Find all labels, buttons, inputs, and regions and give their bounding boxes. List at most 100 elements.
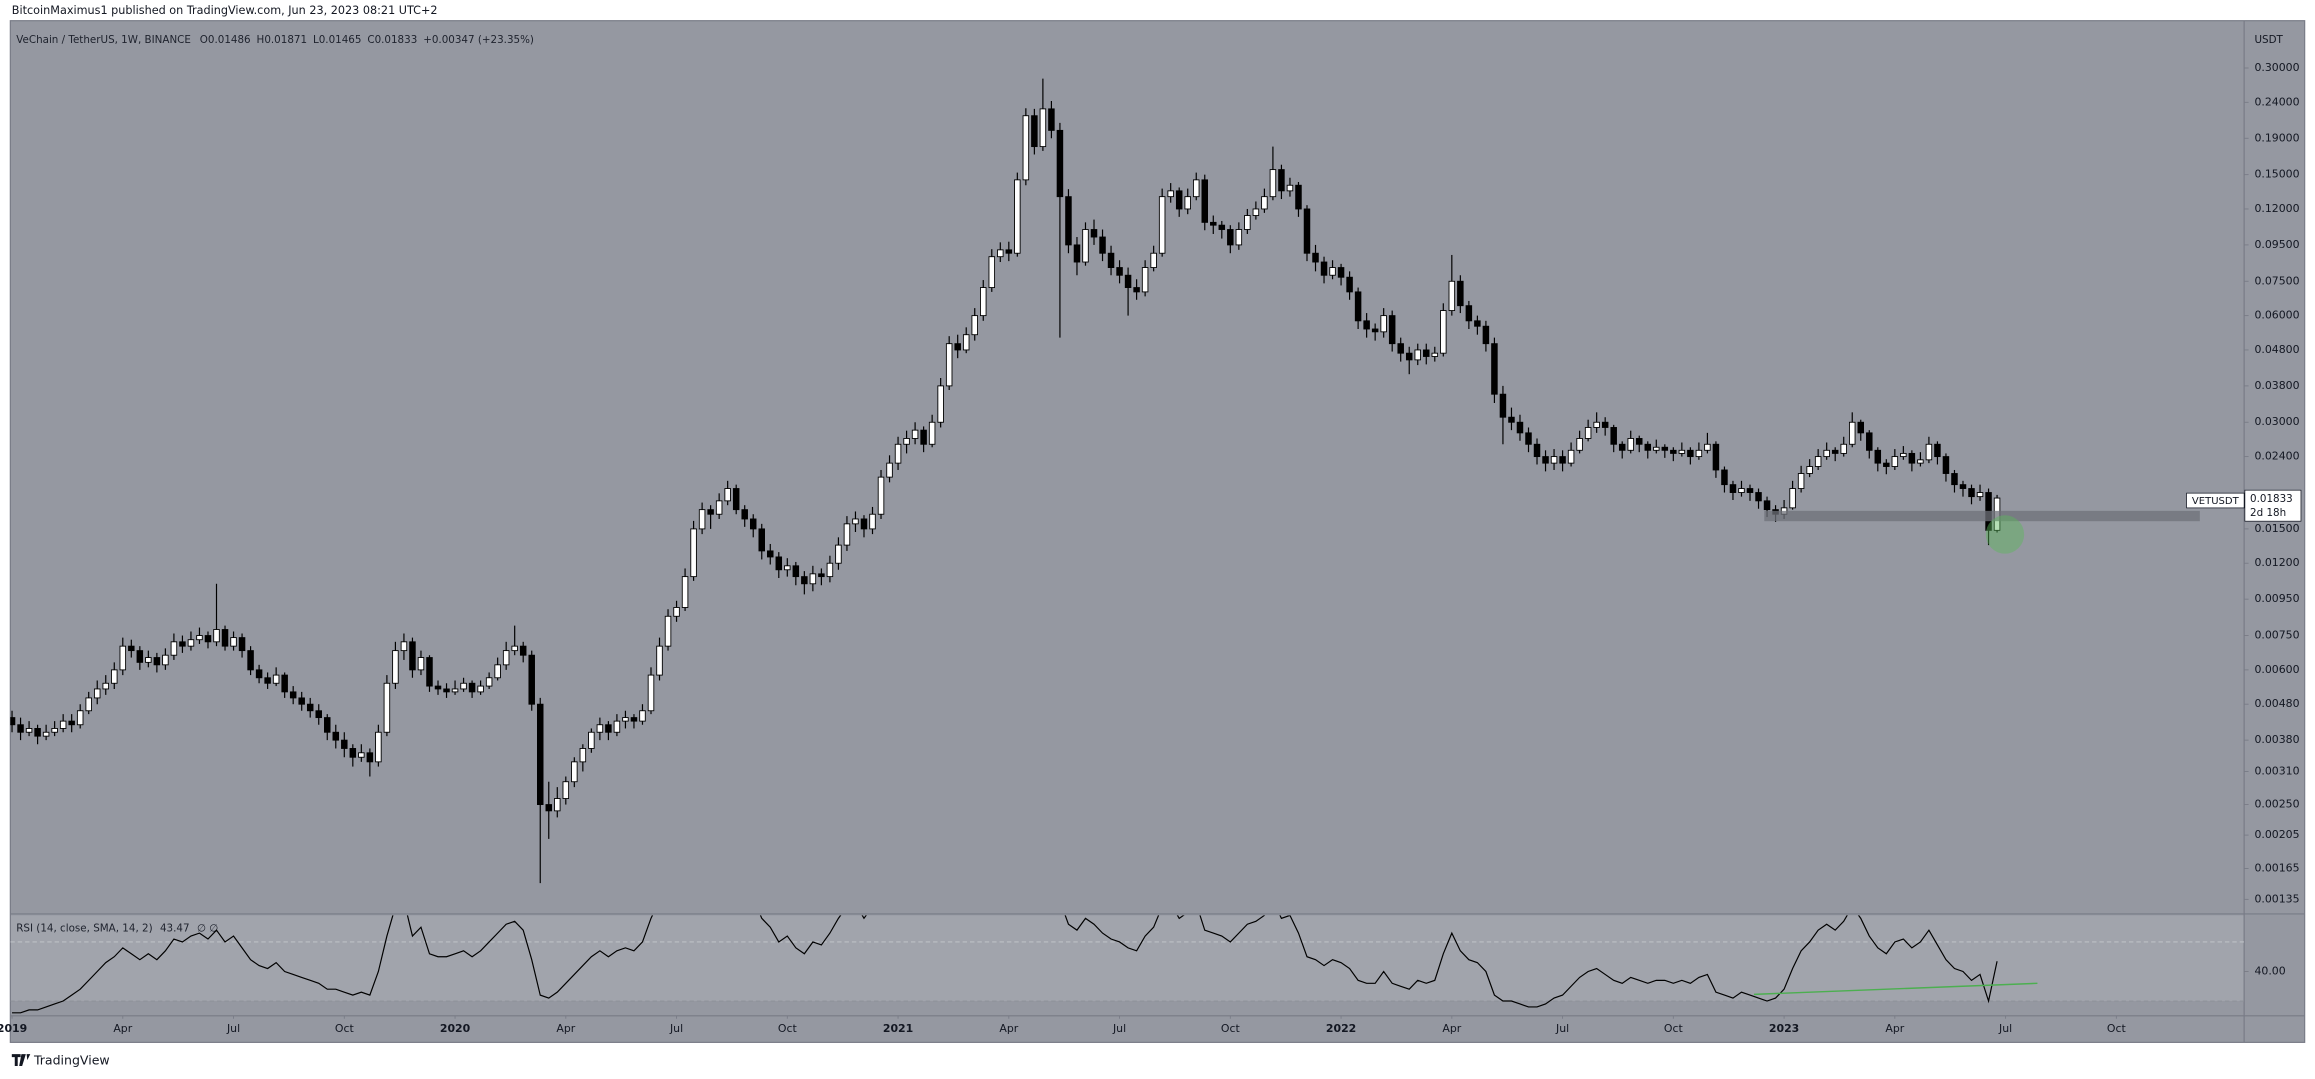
- rsi-suffix: ∅ ∅: [197, 923, 218, 935]
- candle-body: [451, 688, 459, 693]
- rsi-title: RSI (14, close, SMA, 14, 2): [16, 923, 152, 935]
- candle-body: [698, 509, 706, 530]
- candle-body: [1431, 352, 1439, 357]
- candle-body: [502, 650, 510, 666]
- candle-body: [1823, 449, 1830, 458]
- candle-body: [1056, 129, 1064, 198]
- candle-body: [1465, 305, 1473, 322]
- candle-body: [605, 724, 612, 733]
- candle-body: [1567, 449, 1575, 464]
- x-tick-label: Apr: [1885, 1022, 1904, 1035]
- candle-body: [554, 798, 561, 812]
- candle-body: [1508, 416, 1515, 423]
- candle-body: [579, 748, 587, 763]
- candle-body: [358, 752, 365, 758]
- publisher: BitcoinMaximus1 published on TradingView…: [12, 4, 438, 17]
- chart-bg: [10, 20, 2305, 1043]
- candle-body: [68, 720, 75, 726]
- y-tick-label: 0.00750: [2254, 629, 2299, 642]
- axes: 0.30000 0.24000 0.19000 0.15000 0.12000 0.095…: [0, 61, 2300, 1035]
- candle-body: [784, 565, 791, 571]
- candle-body: [1371, 328, 1379, 333]
- candle-body: [85, 697, 92, 712]
- candle-body: [1329, 267, 1336, 276]
- candle-body: [1448, 280, 1456, 312]
- candle-body: [945, 343, 953, 387]
- candle-body: [434, 685, 442, 690]
- candle-body: [1175, 190, 1183, 210]
- candle-body: [639, 710, 646, 722]
- candle-body: [511, 645, 518, 652]
- x-tick-label: Jul: [1998, 1022, 2012, 1035]
- candle-body: [1065, 196, 1072, 246]
- candle-body: [1210, 221, 1217, 226]
- candle-body: [1891, 456, 1899, 467]
- candle-body: [426, 657, 433, 687]
- candle-body: [1286, 184, 1294, 192]
- ohlc-letter: O: [200, 34, 208, 46]
- candle-body: [1005, 249, 1013, 254]
- candle-body: [647, 674, 655, 712]
- candle-body: [886, 462, 893, 478]
- candle-body: [1099, 236, 1106, 254]
- candle-body: [1797, 473, 1805, 489]
- candle-body: [1942, 456, 1950, 474]
- x-tick-label: Apr: [556, 1022, 575, 1035]
- candle-body: [852, 518, 859, 525]
- brand-logo: [11, 1054, 31, 1066]
- candle-body: [818, 573, 825, 578]
- candle-body: [1014, 179, 1021, 254]
- y-tick-label: 0.00480: [2254, 697, 2299, 710]
- x-tick-label: Apr: [1442, 1022, 1461, 1035]
- candle-body: [1661, 446, 1669, 451]
- candle-body: [93, 688, 101, 699]
- candle-body: [1636, 438, 1643, 445]
- countdown: 2d 18h: [2250, 507, 2286, 519]
- candle-body: [937, 385, 944, 423]
- candle-body: [349, 748, 357, 758]
- candle-body: [1405, 352, 1413, 361]
- candle-body: [1908, 452, 1916, 464]
- candle-body: [1116, 267, 1123, 276]
- candle-body: [1031, 115, 1038, 148]
- change: +0.00347 (+23.35%): [423, 34, 534, 46]
- y-tick-label: 0.24000: [2254, 95, 2299, 108]
- candle-body: [170, 641, 178, 656]
- rsi-line: [12, 915, 1998, 1014]
- candle-body: [1039, 108, 1047, 148]
- rsi-trendline: [1753, 982, 2038, 996]
- candle-body: [392, 650, 399, 684]
- candle-body: [1542, 456, 1549, 464]
- candle-body: [153, 657, 161, 666]
- candle-body: [1729, 484, 1737, 493]
- candle-body: [1840, 443, 1847, 454]
- candle-body: [801, 576, 808, 585]
- candle-body: [1499, 393, 1507, 418]
- candle-body: [1704, 443, 1711, 451]
- candle-body: [59, 720, 67, 729]
- candle-body: [1491, 343, 1498, 395]
- ohlc-value: 0.01486: [208, 34, 251, 46]
- ohlc-value: 0.01465: [319, 34, 362, 46]
- candle-body: [1090, 229, 1098, 238]
- ohlc-letter: H: [257, 34, 265, 46]
- candle-body: [221, 629, 229, 647]
- candle-body: [136, 650, 144, 663]
- candle-body: [247, 650, 254, 671]
- candle-body: [877, 476, 885, 515]
- candle-body: [272, 674, 280, 684]
- candle-body: [1678, 449, 1686, 454]
- y-tick-label: 0.00310: [2254, 764, 2299, 777]
- candle-body: [179, 641, 186, 647]
- candle-body: [315, 710, 322, 719]
- y-tick-label: 0.00250: [2254, 798, 2299, 811]
- x-tick-label: Oct: [1221, 1022, 1241, 1035]
- y-tick-label: 0.12000: [2254, 202, 2299, 215]
- candle-body: [1244, 215, 1251, 230]
- candle-body: [1235, 229, 1243, 246]
- candle-body: [443, 688, 450, 693]
- candle-body: [1397, 343, 1404, 354]
- candle-body: [119, 645, 127, 671]
- candle-body: [42, 731, 50, 737]
- candle-body: [76, 710, 84, 726]
